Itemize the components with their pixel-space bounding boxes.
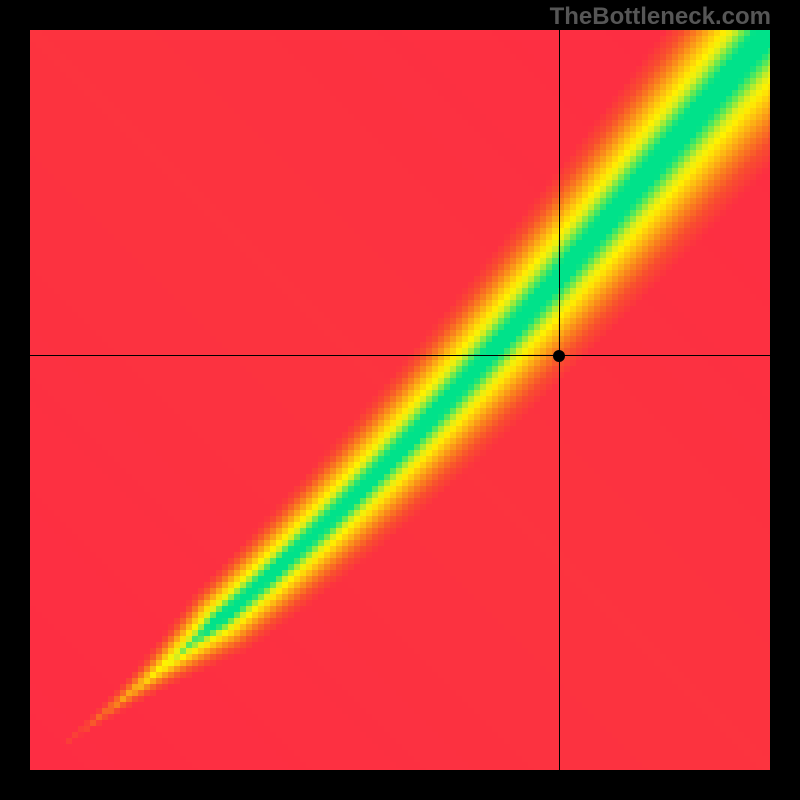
intersection-marker: [553, 350, 565, 362]
crosshair-vertical: [559, 30, 560, 770]
chart-container: TheBottleneck.com: [0, 0, 800, 800]
crosshair-horizontal: [30, 355, 770, 356]
heatmap-canvas: [30, 30, 770, 770]
watermark-text: TheBottleneck.com: [550, 3, 771, 31]
